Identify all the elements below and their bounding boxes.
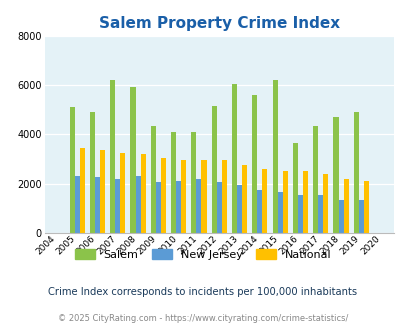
Bar: [90, 113, 95, 233]
Bar: [181, 160, 186, 233]
Bar: [75, 176, 79, 233]
Bar: [176, 181, 181, 233]
Bar: [221, 160, 226, 233]
Text: Crime Index corresponds to incidents per 100,000 inhabitants: Crime Index corresponds to incidents per…: [48, 287, 357, 297]
Bar: [237, 185, 241, 233]
Bar: [79, 148, 85, 233]
Bar: [115, 179, 120, 233]
Bar: [196, 179, 201, 233]
Bar: [363, 181, 368, 233]
Bar: [272, 81, 277, 233]
Legend: Salem, New Jersey, National: Salem, New Jersey, National: [75, 249, 330, 260]
Bar: [252, 95, 257, 233]
Bar: [140, 154, 145, 233]
Bar: [297, 195, 302, 233]
Bar: [231, 84, 237, 233]
Text: © 2025 CityRating.com - https://www.cityrating.com/crime-statistics/: © 2025 CityRating.com - https://www.city…: [58, 314, 347, 323]
Bar: [358, 200, 363, 233]
Bar: [95, 178, 100, 233]
Bar: [216, 182, 221, 233]
Bar: [201, 160, 206, 233]
Bar: [262, 169, 267, 233]
Bar: [100, 150, 105, 233]
Bar: [333, 117, 338, 233]
Bar: [120, 153, 125, 233]
Bar: [160, 158, 166, 233]
Bar: [191, 132, 196, 233]
Bar: [110, 81, 115, 233]
Bar: [211, 106, 216, 233]
Bar: [353, 113, 358, 233]
Bar: [277, 192, 282, 233]
Bar: [292, 143, 297, 233]
Bar: [322, 174, 328, 233]
Bar: [130, 86, 135, 233]
Bar: [135, 176, 140, 233]
Bar: [150, 126, 156, 233]
Bar: [282, 171, 287, 233]
Bar: [171, 132, 176, 233]
Bar: [257, 190, 262, 233]
Bar: [343, 179, 348, 233]
Bar: [312, 126, 318, 233]
Bar: [69, 108, 75, 233]
Bar: [156, 182, 160, 233]
Bar: [302, 171, 307, 233]
Bar: [241, 165, 247, 233]
Bar: [318, 195, 322, 233]
Bar: [338, 200, 343, 233]
Title: Salem Property Crime Index: Salem Property Crime Index: [98, 16, 339, 31]
